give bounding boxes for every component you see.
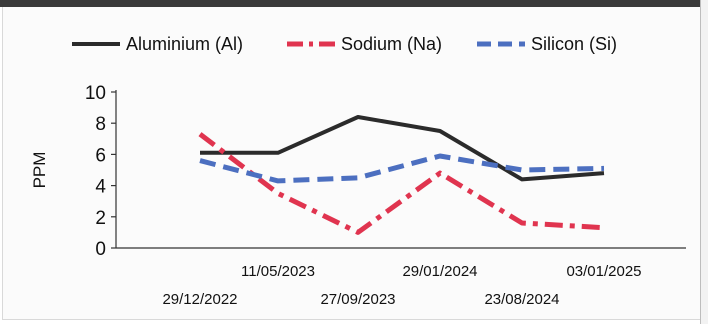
- legend-label-3: Silicon (Si): [531, 34, 617, 54]
- x-tick-label: 29/01/2024: [402, 263, 477, 280]
- series-lines: [198, 115, 605, 235]
- x-tick-label: 03/01/2025: [566, 263, 641, 280]
- y-tick-label: 0: [95, 239, 106, 260]
- scan-top-edge: [0, 0, 708, 7]
- x-tick-label: 29/12/2022: [162, 291, 237, 308]
- legend-label-2: Sodium (Na): [341, 34, 442, 54]
- x-tick-label: 23/08/2024: [484, 291, 559, 308]
- series-line-1: [200, 115, 605, 182]
- series-line-3: [199, 153, 605, 184]
- y-tick-label: 6: [95, 145, 106, 166]
- y-tick-label: 8: [95, 114, 106, 135]
- legend: Aluminium (Al) Sodium (Na) Silicon (Si): [72, 34, 617, 54]
- legend-label-1: Aluminium (Al): [126, 34, 243, 54]
- y-tick-label: 10: [85, 83, 106, 104]
- x-tick-label: 11/05/2023: [241, 263, 315, 280]
- chart-frame: [2, 0, 702, 320]
- y-tick-label: 2: [95, 208, 106, 229]
- y-axis-label: PPM: [30, 152, 49, 189]
- scan-right-edge: [700, 0, 708, 324]
- y-tick-label: 4: [95, 177, 106, 198]
- series-line-2: [198, 132, 605, 235]
- x-tick-label: 27/09/2023: [320, 291, 395, 308]
